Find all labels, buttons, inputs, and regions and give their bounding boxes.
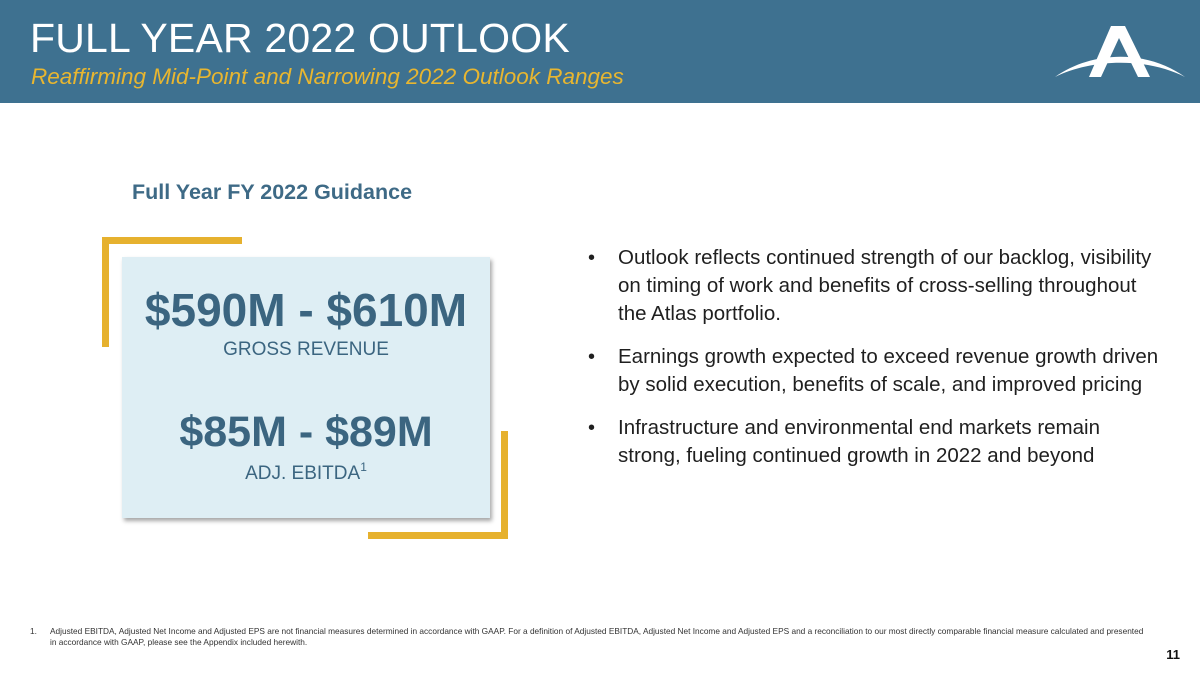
revenue-label: GROSS REVENUE: [223, 339, 389, 360]
ebitda-footnote-ref: 1: [360, 460, 367, 474]
footnote-number: 1.: [30, 626, 37, 636]
footnote: 1. Adjusted EBITDA, Adjusted Net Income …: [30, 626, 1150, 648]
list-item: • Infrastructure and environmental end m…: [586, 414, 1166, 470]
guidance-card: $590M - $610M GROSS REVENUE $85M - $89M …: [122, 257, 490, 518]
list-item: • Earnings growth expected to exceed rev…: [586, 343, 1166, 399]
bullet-icon: •: [588, 417, 596, 439]
ebitda-value: $85M - $89M: [179, 408, 433, 456]
header-bar: FULL YEAR 2022 OUTLOOK Reaffirming Mid-P…: [0, 0, 1200, 103]
bullet-icon: •: [588, 346, 596, 368]
ebitda-label-wrap: ADJ. EBITDA1: [122, 460, 490, 485]
outlook-bullet-list: • Outlook reflects continued strength of…: [586, 244, 1166, 485]
bullet-text: Infrastructure and environmental end mar…: [618, 416, 1100, 467]
page-title: FULL YEAR 2022 OUTLOOK: [30, 15, 570, 61]
footnote-text: Adjusted EBITDA, Adjusted Net Income and…: [50, 626, 1144, 647]
page-subtitle: Reaffirming Mid-Point and Narrowing 2022…: [31, 64, 624, 89]
gold-bracket-top-left: [102, 237, 242, 347]
bullet-text: Outlook reflects continued strength of o…: [618, 246, 1152, 325]
revenue-value: $590M - $610M: [144, 284, 468, 336]
atlas-logo-icon: [1055, 26, 1185, 77]
ebitda-label: ADJ. EBITDA: [245, 463, 361, 484]
page-number: 11: [1166, 647, 1180, 662]
guidance-heading: Full Year FY 2022 Guidance: [132, 180, 413, 204]
bullet-text: Earnings growth expected to exceed reven…: [618, 345, 1159, 396]
list-item: • Outlook reflects continued strength of…: [586, 244, 1166, 328]
bullet-icon: •: [588, 247, 596, 269]
gold-bracket-bottom-right: [368, 431, 508, 539]
